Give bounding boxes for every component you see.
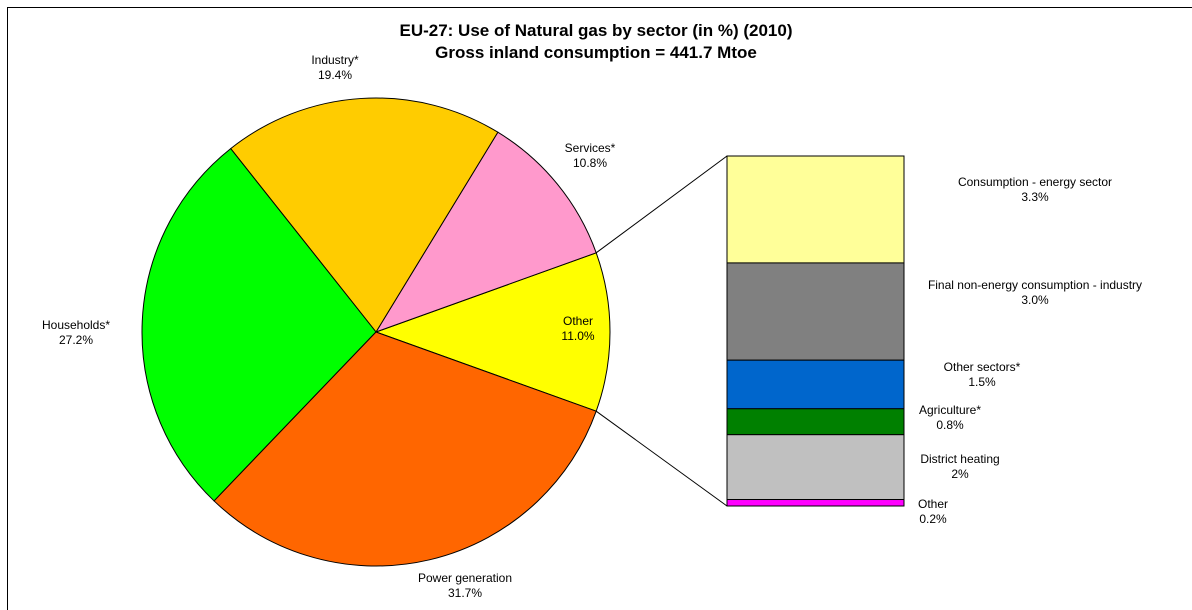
slice-label: Industry* 19.4% — [311, 53, 358, 83]
bar-label: Other sectors* 1.5% — [944, 360, 1021, 390]
bar-segment — [726, 499, 905, 507]
value-label: 1.5% — [968, 375, 996, 389]
chart-title: EU-27: Use of Natural gas by sector (in … — [399, 21, 793, 40]
bar-label: District heating 2% — [920, 452, 999, 482]
value-label: 0.8% — [936, 418, 964, 432]
bar-label: Final non-energy consumption - industry 3… — [910, 278, 1160, 308]
category-label: Other sectors* — [943, 360, 1021, 374]
slice-label: Households* 27.2% — [42, 318, 110, 348]
value-label: 31.7% — [447, 586, 483, 600]
category-label: Services* — [564, 141, 616, 155]
frame — [7, 7, 1192, 610]
slice-label: Other 11.0% — [561, 314, 594, 344]
bar-segment — [726, 262, 905, 361]
category-label: Power generation — [417, 571, 513, 585]
pie-slice — [374, 131, 597, 333]
category-label: District heating — [920, 452, 1000, 466]
value-label: 0.2% — [919, 512, 947, 526]
bar-segment — [726, 359, 905, 410]
category-label: Consumption - energy sector — [957, 175, 1113, 189]
value-label: 11.0% — [561, 329, 595, 343]
pie-slice — [374, 252, 611, 412]
category-label: Industry* — [311, 53, 359, 67]
category-label: Other — [562, 314, 594, 328]
bar-segment — [726, 155, 905, 264]
bar-label: Other 0.2% — [918, 497, 948, 527]
value-label: 19.4% — [317, 68, 353, 82]
connector — [595, 155, 728, 254]
value-label: 3.0% — [1021, 293, 1049, 307]
slice-label: Services* 10.8% — [565, 141, 616, 171]
category-label: Agriculture* — [918, 403, 982, 417]
category-label: Other — [917, 497, 949, 511]
pie-slice — [229, 97, 499, 333]
value-label: 3.3% — [1021, 190, 1049, 204]
value-label: 2% — [951, 467, 969, 481]
pie-slice — [213, 331, 597, 567]
bar-segment — [726, 408, 905, 436]
bar-segment — [726, 434, 905, 501]
bar-label: Consumption - energy sector 3.3% — [910, 175, 1160, 205]
chart-subtitle: Gross inland consumption = 441.7 Mtoe — [435, 43, 757, 62]
value-label: 27.2% — [58, 333, 94, 347]
category-label: Final non-energy consumption - industry — [927, 278, 1143, 292]
connector — [595, 410, 728, 507]
value-label: 10.8% — [572, 156, 608, 170]
bar-label: Agriculture* 0.8% — [919, 403, 981, 433]
category-label: Households* — [41, 318, 111, 332]
slice-label: Power generation 31.7% — [418, 571, 512, 601]
pie-slice — [141, 147, 377, 502]
